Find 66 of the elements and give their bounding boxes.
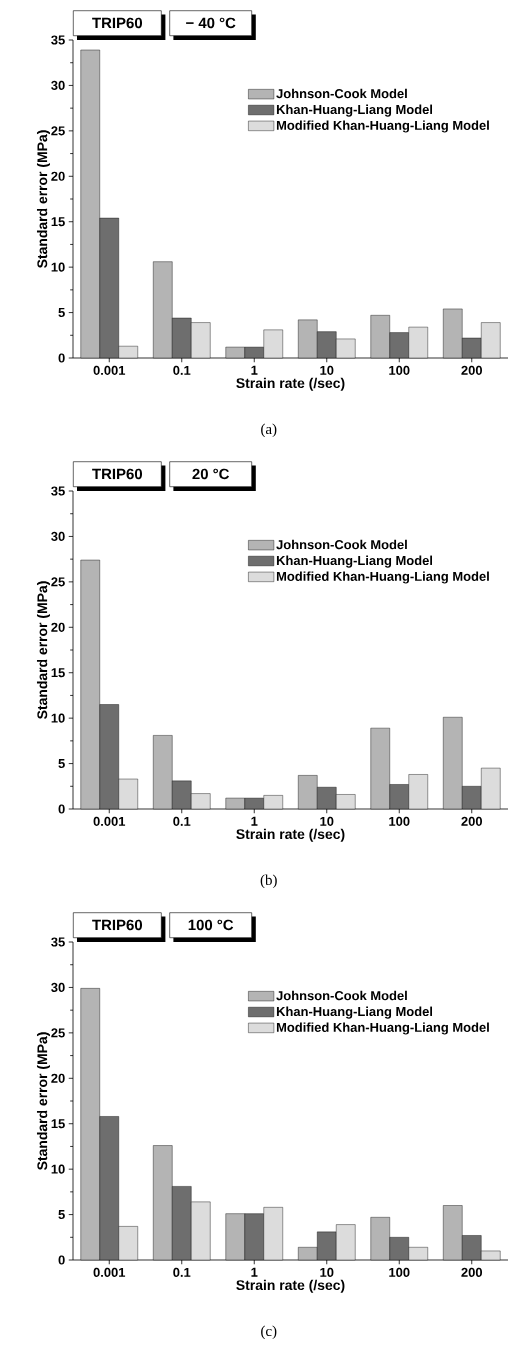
text: − 40 °C: [186, 17, 236, 29]
y-tick-label: 5: [58, 1210, 65, 1220]
y-tick-label: 10: [51, 1164, 65, 1174]
y-tick-label: 15: [51, 1119, 65, 1129]
y-tick-label: 0: [58, 1255, 65, 1265]
x-tick-label: 0.001: [93, 365, 126, 375]
text: 20 °C: [192, 468, 230, 480]
y-axis-title: Standard error (MPa): [36, 1032, 50, 1170]
y-tick-label: 15: [51, 217, 65, 227]
legend-label: Modified Khan-Huang-Liang Model: [276, 120, 489, 133]
y-tick-label: 35: [51, 486, 65, 496]
y-tick-label: 20: [51, 171, 65, 181]
y-axis-title: Standard error (MPa): [36, 581, 50, 719]
x-tick-label: 0.001: [93, 1267, 126, 1277]
x-tick-label: 0.1: [173, 1267, 191, 1277]
y-tick-label: 15: [51, 668, 65, 678]
x-tick-label: 0.1: [173, 365, 191, 375]
text: TRIP60: [92, 468, 143, 480]
text: 100 °C: [188, 919, 234, 931]
y-tick-label: 35: [51, 35, 65, 45]
legend-label: Modified Khan-Huang-Liang Model: [276, 571, 489, 584]
x-axis-title: Strain rate (/sec): [236, 377, 345, 391]
x-tick-label: 1: [251, 1267, 258, 1277]
x-axis-title: Strain rate (/sec): [236, 1279, 345, 1293]
legend-label: Khan-Huang-Liang Model: [276, 104, 433, 117]
x-tick-label: 200: [461, 1267, 483, 1277]
text: TRIP60: [92, 17, 143, 29]
legend-label: Modified Khan-Huang-Liang Model: [276, 1022, 489, 1035]
x-axis-title: Strain rate (/sec): [236, 828, 345, 842]
legend-label: Johnson-Cook Model: [276, 539, 407, 550]
x-tick-label: 0.001: [93, 816, 126, 826]
text: (b): [260, 874, 277, 889]
x-tick-label: 10: [320, 816, 334, 826]
y-tick-label: 35: [51, 937, 65, 947]
y-tick-label: 25: [51, 126, 65, 136]
y-tick-label: 0: [58, 353, 65, 363]
y-tick-label: 30: [51, 982, 65, 993]
y-tick-label: 20: [51, 622, 65, 632]
y-axis-title: Standard error (MPa): [36, 130, 50, 268]
y-tick-label: 30: [51, 80, 65, 91]
x-tick-label: 0.1: [173, 816, 191, 826]
text: (a): [261, 423, 277, 438]
x-tick-label: 100: [389, 365, 410, 375]
legend-label: Johnson-Cook Model: [276, 990, 407, 1001]
x-tick-label: 10: [320, 1267, 334, 1277]
y-tick-label: 0: [58, 804, 65, 814]
x-tick-label: 1: [251, 816, 258, 826]
text: TRIP60: [92, 919, 143, 931]
y-tick-label: 25: [51, 577, 65, 587]
y-tick-label: 10: [51, 713, 65, 723]
x-tick-label: 200: [461, 816, 483, 826]
y-tick-label: 25: [51, 1028, 65, 1038]
y-tick-label: 5: [58, 308, 65, 318]
y-tick-label: 5: [58, 759, 65, 769]
y-tick-label: 30: [51, 531, 65, 542]
x-tick-label: 100: [389, 816, 410, 826]
x-tick-label: 200: [461, 365, 483, 375]
legend-label: Khan-Huang-Liang Model: [276, 555, 433, 568]
legend-label: Khan-Huang-Liang Model: [276, 1006, 433, 1019]
x-tick-label: 100: [389, 1267, 410, 1277]
y-tick-label: 20: [51, 1073, 65, 1083]
x-tick-label: 10: [320, 365, 334, 375]
y-tick-label: 10: [51, 262, 65, 272]
text: (c): [261, 1325, 277, 1340]
legend-label: Johnson-Cook Model: [276, 88, 407, 99]
x-tick-label: 1: [251, 365, 258, 375]
